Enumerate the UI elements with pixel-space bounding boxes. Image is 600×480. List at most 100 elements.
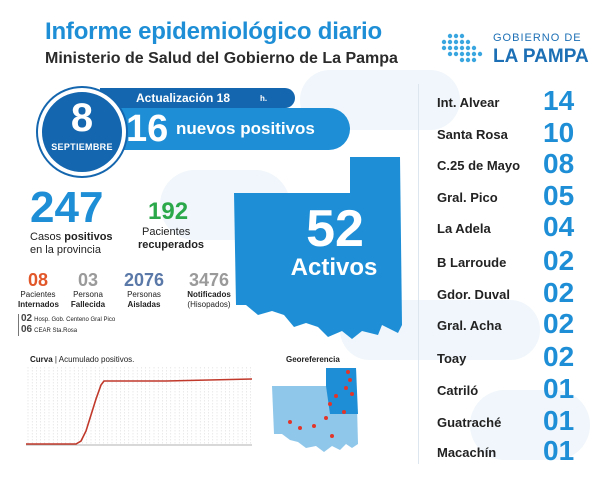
case-marker	[324, 416, 328, 420]
active-cases-label: Activos	[290, 254, 378, 281]
stat-label: Internados	[18, 300, 59, 309]
curve-title-bold: Curva	[30, 355, 53, 364]
locality-count: 08	[543, 148, 575, 179]
update-banner: Actualización 18 h.	[100, 88, 295, 108]
recovered-number: 192	[148, 198, 189, 225]
total-cases-label-c: en la provincia	[30, 244, 101, 256]
georeference-title: Georeferencia	[286, 355, 340, 364]
locality-name: Guatraché	[437, 415, 502, 430]
total-cases-number: 247	[30, 183, 104, 232]
update-label: Actualización 18	[136, 91, 231, 105]
date-day: 8	[70, 96, 94, 140]
province-map	[234, 157, 402, 339]
locality-name: Santa Rosa	[437, 127, 508, 142]
date-badge: 8 SEPTIEMBRE	[38, 88, 126, 176]
locality-name: Catriló	[437, 383, 479, 398]
hospital-name: CEAR Sta.Rosa	[34, 328, 78, 334]
locality-count: 10	[543, 117, 575, 148]
locality-count: 04	[543, 211, 575, 242]
locality-row: La Adela 04	[437, 212, 587, 242]
locality-name: Macachín	[437, 445, 497, 460]
case-marker	[328, 402, 332, 406]
logo-text-line1: GOBIERNO DE	[493, 32, 582, 44]
stat-label: Pacientes	[20, 290, 56, 299]
locality-row: B Larroude 02	[437, 246, 587, 276]
curve-grid	[27, 367, 251, 445]
stat-number: 3476	[188, 270, 230, 290]
locality-count: 01	[543, 405, 575, 436]
cumulative-curve-chart	[26, 367, 252, 446]
locality-name: La Adela	[437, 221, 491, 236]
curve-line	[26, 378, 252, 445]
case-marker	[350, 392, 354, 396]
stat-label: Notificados	[187, 290, 231, 299]
hospital-row: 06 CEAR Sta.Rosa	[21, 325, 115, 336]
locality-name: Gral. Pico	[437, 190, 498, 205]
stat-label: Persona	[73, 290, 103, 299]
locality-row: Gdor. Duval 02	[437, 278, 587, 308]
update-hour-suffix: h.	[260, 94, 268, 103]
locality-row: Santa Rosa 10	[437, 118, 587, 148]
locality-name: Int. Alvear	[437, 95, 500, 110]
stat-isolated: 2076 Personas Aisladas	[116, 270, 172, 310]
locality-count: 02	[543, 341, 575, 372]
hospital-row: 02 Hosp. Gob. Centeno Gral Pico	[21, 314, 115, 325]
locality-count: 02	[543, 245, 575, 276]
province-map-shape	[234, 157, 402, 339]
georeference-map-highlight	[326, 368, 358, 414]
stat-number: 03	[77, 270, 99, 290]
locality-name: B Larroude	[437, 255, 507, 270]
case-marker	[342, 410, 346, 414]
case-marker	[348, 378, 352, 382]
locality-count: 02	[543, 308, 575, 339]
locality-name: C.25 de Mayo	[437, 158, 521, 173]
locality-name: Gdor. Duval	[437, 287, 510, 302]
locality-row: Int. Alvear 14	[437, 86, 587, 116]
column-divider	[418, 84, 419, 464]
background-shape	[470, 390, 590, 460]
page-title: Informe epidemiológico diario	[45, 18, 382, 45]
logo-text-line2: LA PAMPA	[493, 46, 589, 67]
stat-label: (Hisopados)	[187, 300, 231, 309]
locality-name: Toay	[437, 351, 467, 366]
date-month: SEPTIEMBRE	[51, 142, 113, 152]
stat-hospitalized: 08 Pacientes Internados	[18, 270, 59, 310]
locality-name: Gral. Acha	[437, 318, 502, 333]
stat-number: 2076	[123, 270, 165, 290]
hospital-count: 02	[21, 313, 33, 324]
case-marker	[298, 426, 302, 430]
locality-row: Gral. Pico 05	[437, 181, 587, 211]
locality-row: Catriló 01	[437, 374, 587, 404]
recovered-label-a: Pacientes	[142, 226, 191, 238]
locality-row: C.25 de Mayo 08	[437, 149, 587, 179]
pampa-map-logo-icon	[441, 33, 483, 63]
government-logo: GOBIERNO DE LA PAMPA	[438, 26, 589, 72]
total-cases-label-a: Casos	[30, 231, 65, 243]
case-marker	[346, 370, 350, 374]
recovered-label-b: recuperados	[138, 239, 205, 251]
locality-count: 14	[543, 85, 575, 116]
case-marker	[330, 434, 334, 438]
locality-count: 05	[543, 180, 575, 211]
locality-row: Toay 02	[437, 342, 587, 372]
hospital-breakdown: 02 Hosp. Gob. Centeno Gral Pico 06 CEAR St…	[18, 314, 115, 336]
stat-label: Personas	[127, 290, 161, 299]
locality-count: 01	[543, 435, 575, 466]
georeference-map	[272, 368, 358, 452]
locality-count: 01	[543, 373, 575, 404]
page-subtitle: Ministerio de Salud del Gobierno de La P…	[45, 50, 398, 67]
case-marker	[288, 420, 292, 424]
case-marker	[334, 394, 338, 398]
total-cases-label: Casos positivos	[30, 231, 113, 243]
case-markers	[288, 370, 354, 438]
stat-number: 08	[27, 270, 49, 290]
hospital-name: Hosp. Gob. Centeno Gral Pico	[34, 317, 116, 323]
new-positives-banner: 16 nuevos positivos	[100, 108, 350, 150]
total-cases-label-b: positivos	[64, 231, 113, 243]
curve-title: Curva | Acumulado positivos.	[30, 355, 134, 364]
hospital-count: 06	[21, 324, 33, 335]
stat-deceased: 03 Persona Fallecida	[66, 270, 110, 310]
locality-row: Guatraché 01	[437, 406, 587, 436]
active-cases-number: 52	[306, 200, 364, 258]
stat-notified: 3476 Notificados (Hisopados)	[178, 270, 240, 310]
